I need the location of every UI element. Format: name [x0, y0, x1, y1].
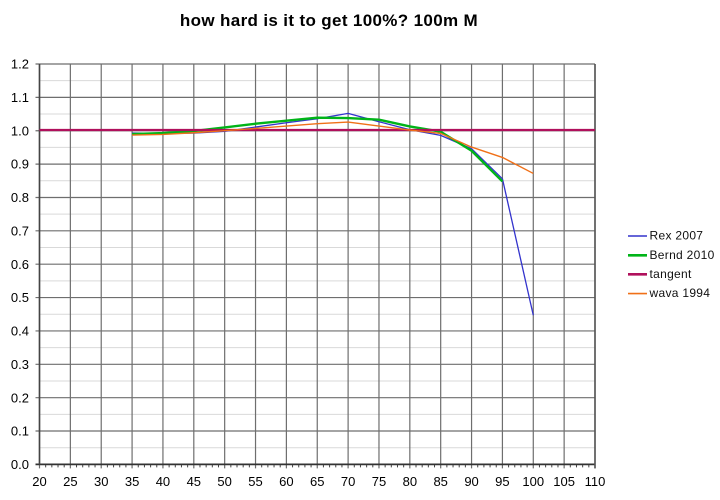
svg-text:70: 70 [341, 474, 355, 489]
svg-text:110: 110 [585, 474, 606, 489]
svg-text:100: 100 [522, 474, 544, 489]
svg-text:tangent: tangent [650, 267, 693, 281]
svg-text:0.5: 0.5 [11, 290, 29, 305]
svg-text:1.1: 1.1 [11, 90, 29, 105]
svg-text:0.9: 0.9 [11, 157, 29, 172]
svg-text:30: 30 [94, 474, 108, 489]
svg-text:45: 45 [187, 474, 201, 489]
svg-text:1.2: 1.2 [11, 57, 29, 72]
svg-text:80: 80 [403, 474, 417, 489]
svg-text:90: 90 [464, 474, 478, 489]
svg-text:Rex 2007: Rex 2007 [650, 229, 704, 243]
svg-text:0.3: 0.3 [11, 357, 29, 372]
svg-text:105: 105 [553, 474, 575, 489]
svg-text:0.7: 0.7 [11, 223, 29, 238]
svg-text:55: 55 [248, 474, 262, 489]
svg-text:0.0: 0.0 [11, 457, 29, 472]
svg-text:50: 50 [217, 474, 231, 489]
svg-text:25: 25 [63, 474, 77, 489]
svg-text:35: 35 [125, 474, 139, 489]
svg-text:1.0: 1.0 [11, 123, 29, 138]
svg-text:0.4: 0.4 [11, 324, 29, 339]
svg-text:40: 40 [156, 474, 170, 489]
svg-text:60: 60 [279, 474, 293, 489]
svg-text:75: 75 [372, 474, 386, 489]
svg-text:wava 1994: wava 1994 [649, 286, 711, 300]
svg-text:0.6: 0.6 [11, 257, 29, 272]
svg-text:0.8: 0.8 [11, 190, 29, 205]
svg-text:0.2: 0.2 [11, 390, 29, 405]
svg-text:95: 95 [495, 474, 509, 489]
svg-text:20: 20 [32, 474, 46, 489]
svg-text:how hard is it to get 100%? 10: how hard is it to get 100%? 100m M [180, 11, 478, 30]
svg-text:65: 65 [310, 474, 324, 489]
svg-text:0.1: 0.1 [11, 424, 29, 439]
svg-text:Bernd 2010: Bernd 2010 [650, 248, 715, 262]
svg-text:85: 85 [433, 474, 447, 489]
